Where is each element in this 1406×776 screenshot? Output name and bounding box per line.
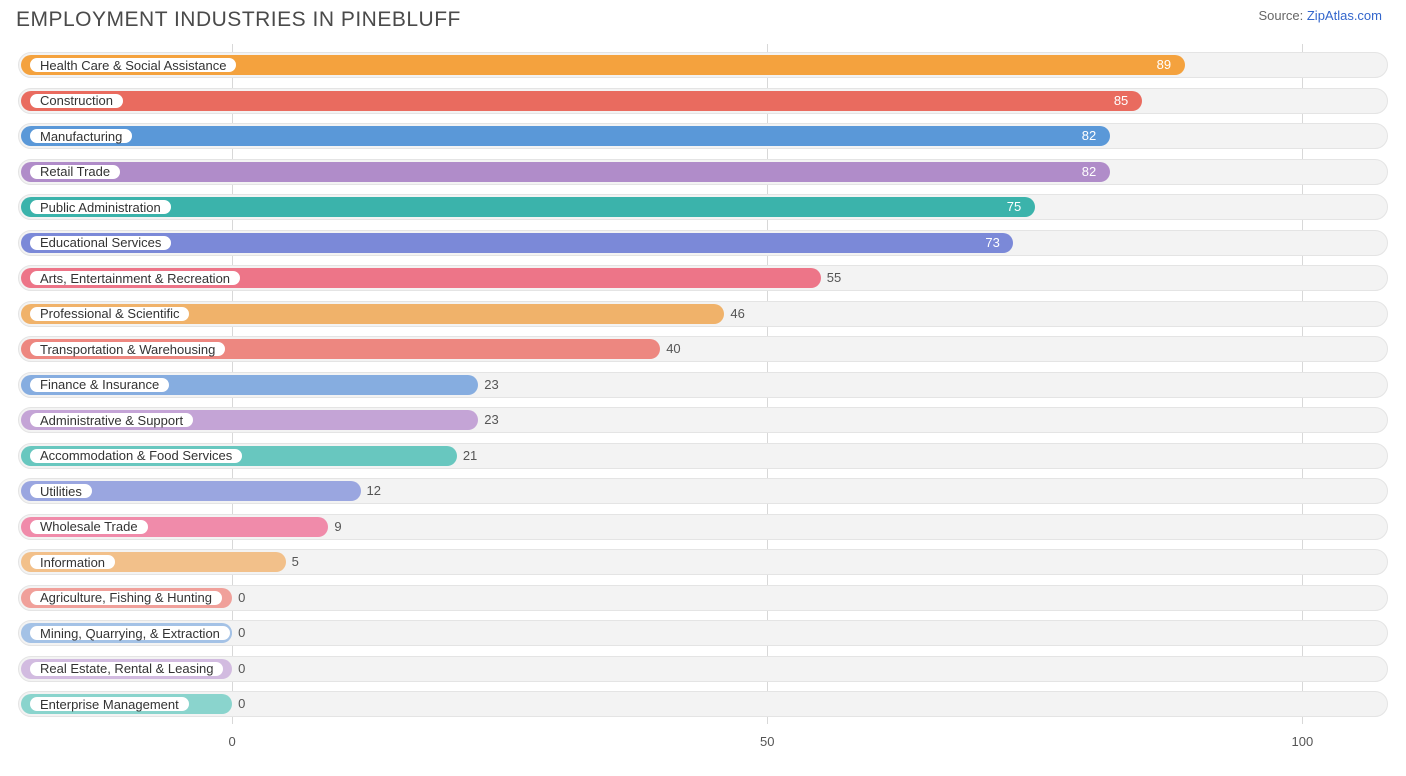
bar-row: Finance & Insurance 23 — [18, 370, 1388, 400]
bar-row: Utilities 12 — [18, 476, 1388, 506]
bar-fill — [21, 91, 1142, 111]
bar-row: Enterprise Management 0 — [18, 689, 1388, 719]
bar-value-label: 0 — [238, 590, 245, 605]
source-prefix: Source: — [1258, 8, 1306, 23]
bar-row: Agriculture, Fishing & Hunting 0 — [18, 583, 1388, 613]
chart-rows: Health Care & Social Assistance 89 Constru… — [18, 44, 1388, 719]
bar-row: Real Estate, Rental & Leasing 0 — [18, 654, 1388, 684]
bar-row: Administrative & Support 23 — [18, 405, 1388, 435]
bar-value-label: 0 — [238, 661, 245, 676]
bar-value-label: 89 — [1157, 57, 1171, 72]
bar-label-pill: Manufacturing — [28, 127, 134, 145]
bar-value-label: 73 — [985, 235, 999, 250]
x-tick-label: 0 — [228, 734, 235, 749]
chart-area: Health Care & Social Assistance 89 Constru… — [18, 44, 1388, 744]
bar-row: Manufacturing 82 — [18, 121, 1388, 151]
chart-header: EMPLOYMENT INDUSTRIES IN PINEBLUFF Sourc… — [0, 0, 1406, 36]
bar-value-label: 21 — [463, 448, 477, 463]
bar-label-pill: Accommodation & Food Services — [28, 447, 244, 465]
bar-label-pill: Administrative & Support — [28, 411, 195, 429]
bar-row: Arts, Entertainment & Recreation 55 — [18, 263, 1388, 293]
bar-label-pill: Transportation & Warehousing — [28, 340, 227, 358]
bar-label-pill: Mining, Quarrying, & Extraction — [28, 624, 232, 642]
bar-fill — [21, 162, 1110, 182]
bar-value-label: 23 — [484, 377, 498, 392]
bar-value-label: 82 — [1082, 128, 1096, 143]
bar-label-pill: Public Administration — [28, 198, 173, 216]
bar-value-label: 5 — [292, 554, 299, 569]
source-link[interactable]: ZipAtlas.com — [1307, 8, 1382, 23]
x-tick-label: 50 — [760, 734, 774, 749]
bar-row: Transportation & Warehousing 40 — [18, 334, 1388, 364]
bar-label-pill: Information — [28, 553, 117, 571]
bar-row: Mining, Quarrying, & Extraction 0 — [18, 618, 1388, 648]
bar-fill — [21, 126, 1110, 146]
bar-row: Educational Services 73 — [18, 228, 1388, 258]
bar-label-pill: Finance & Insurance — [28, 376, 171, 394]
x-tick-label: 100 — [1292, 734, 1314, 749]
chart-title: EMPLOYMENT INDUSTRIES IN PINEBLUFF — [16, 8, 461, 32]
bar-label-pill: Arts, Entertainment & Recreation — [28, 269, 242, 287]
bar-label-pill: Wholesale Trade — [28, 518, 150, 536]
bar-fill — [21, 197, 1035, 217]
bar-value-label: 55 — [827, 270, 841, 285]
bar-label-pill: Retail Trade — [28, 163, 122, 181]
bar-label-pill: Agriculture, Fishing & Hunting — [28, 589, 224, 607]
bar-value-label: 46 — [730, 306, 744, 321]
bar-value-label: 12 — [367, 483, 381, 498]
bar-label-pill: Enterprise Management — [28, 695, 191, 713]
bar-row: Retail Trade 82 — [18, 157, 1388, 187]
bar-value-label: 0 — [238, 625, 245, 640]
bar-value-label: 85 — [1114, 93, 1128, 108]
bar-row: Construction 85 — [18, 86, 1388, 116]
bar-row: Accommodation & Food Services 21 — [18, 441, 1388, 471]
bar-label-pill: Educational Services — [28, 234, 173, 252]
bar-label-pill: Construction — [28, 92, 125, 110]
bar-label-pill: Professional & Scientific — [28, 305, 191, 323]
bar-value-label: 23 — [484, 412, 498, 427]
bar-value-label: 0 — [238, 696, 245, 711]
bar-row: Information 5 — [18, 547, 1388, 577]
bar-row: Wholesale Trade 9 — [18, 512, 1388, 542]
bar-value-label: 82 — [1082, 164, 1096, 179]
bar-value-label: 9 — [334, 519, 341, 534]
bar-label-pill: Health Care & Social Assistance — [28, 56, 238, 74]
chart-source: Source: ZipAtlas.com — [1258, 8, 1382, 23]
bar-row: Health Care & Social Assistance 89 — [18, 50, 1388, 80]
bar-row: Public Administration 75 — [18, 192, 1388, 222]
bar-row: Professional & Scientific 46 — [18, 299, 1388, 329]
bar-value-label: 75 — [1007, 199, 1021, 214]
bar-label-pill: Real Estate, Rental & Leasing — [28, 660, 225, 678]
x-axis: 0 50 100 — [18, 734, 1388, 754]
bar-label-pill: Utilities — [28, 482, 94, 500]
bar-value-label: 40 — [666, 341, 680, 356]
